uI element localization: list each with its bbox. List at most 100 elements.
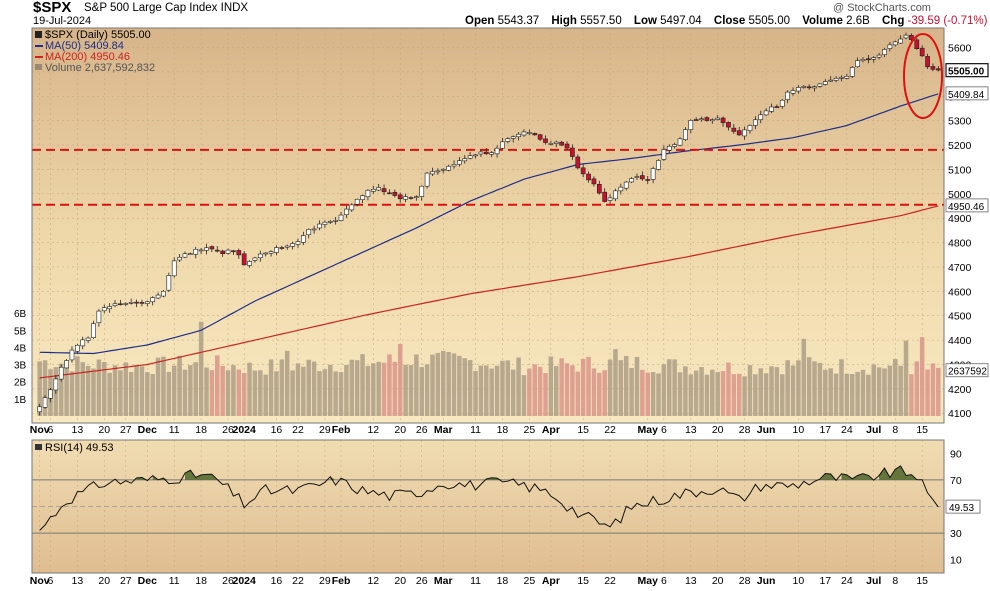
- candle-up: [204, 247, 209, 251]
- volume-bar: [747, 365, 753, 416]
- candle-up: [354, 198, 360, 205]
- candle-down: [693, 119, 699, 121]
- rsi-date-tick-label: Apr: [542, 575, 560, 587]
- volume-bar: [306, 359, 311, 416]
- security-name: S&P 500 Large Cap Index: [84, 2, 218, 14]
- candle-up: [467, 155, 473, 159]
- candle-up: [48, 389, 53, 399]
- candle-down: [532, 133, 538, 136]
- rsi-date-tick-label: 6: [661, 575, 667, 587]
- rsi-date-tick-label: 25: [524, 575, 536, 587]
- candle-down: [602, 191, 608, 202]
- volume-bar: [688, 374, 694, 416]
- volume-bar: [193, 362, 198, 416]
- date-tick-label: 2024: [232, 424, 256, 436]
- candle-up: [188, 253, 193, 255]
- candle-down: [220, 250, 225, 255]
- candle-down: [640, 175, 645, 180]
- volume-bar: [478, 365, 484, 416]
- candle-up: [311, 228, 317, 231]
- volume-bar: [139, 366, 145, 416]
- candle-up: [607, 197, 613, 201]
- volume-bar: [823, 369, 828, 416]
- candle-up: [892, 41, 898, 46]
- volume-bar: [301, 366, 306, 416]
- candle-up: [521, 131, 527, 136]
- price-tick-label: 5200: [948, 140, 972, 152]
- candle-up: [849, 67, 855, 77]
- candle-up: [349, 204, 355, 211]
- price-legend: $SPX (Daily) 5505.00 MA(50) 5409.84 MA(2…: [35, 29, 155, 74]
- price-tick-label: 5600: [948, 43, 972, 55]
- rsi-date-tick-label: 16: [271, 575, 283, 587]
- ma200-line: [39, 205, 939, 379]
- candle-up: [295, 241, 301, 245]
- volume-bar: [699, 367, 704, 416]
- volume-bar: [484, 365, 489, 416]
- rsi-panel-border: [31, 439, 945, 574]
- volume-bar: [166, 371, 172, 416]
- candle-up: [715, 117, 721, 120]
- volume-bar: [182, 369, 188, 416]
- candle-up: [887, 44, 893, 49]
- volume-label: Volume: [802, 15, 843, 27]
- date-tick-label: 26: [222, 424, 234, 436]
- volume-bar: [451, 353, 457, 416]
- open-value: 5543.37: [497, 15, 540, 27]
- candle-down: [704, 117, 710, 121]
- candle-up: [527, 132, 532, 134]
- moving-averages: [39, 93, 939, 379]
- date-tick-label: 6: [661, 424, 667, 436]
- volume-bar: [441, 350, 446, 416]
- volume-bar: [462, 358, 468, 416]
- low-label: Low: [633, 15, 657, 27]
- rsi-date-tick-label: 11: [470, 575, 481, 587]
- rsi-date-tick-label: Mar: [434, 575, 453, 587]
- volume-bar: [419, 367, 424, 416]
- rsi-date-tick-label: Nov: [30, 575, 50, 587]
- candle-up: [252, 257, 258, 261]
- candle-down: [118, 303, 123, 306]
- volume-bar: [613, 349, 618, 416]
- volume-bar: [796, 360, 801, 416]
- candle-down: [236, 250, 242, 256]
- date-tick-label: Feb: [332, 424, 351, 436]
- rsi-legend-swatch: [35, 444, 42, 450]
- candle-up: [489, 152, 495, 155]
- ma50-line: [39, 93, 939, 355]
- candle-up: [844, 76, 850, 79]
- candle-down: [919, 47, 925, 57]
- date-tick-label: 20: [98, 424, 110, 436]
- volume-bar: [580, 358, 586, 416]
- rsi-date-tick-label: 22: [292, 575, 304, 587]
- date-tick-label: 10: [793, 424, 805, 436]
- volume-bar: [328, 364, 333, 416]
- candle-up: [666, 146, 672, 151]
- volume-bar: [683, 366, 688, 416]
- volume-bar: [925, 369, 930, 416]
- rsi-date-tick-label: Jun: [757, 575, 776, 587]
- date-tick-label: Mar: [434, 424, 453, 436]
- candle-up: [430, 171, 435, 175]
- volume-bar: [338, 372, 344, 416]
- price-tick-label: 4100: [948, 408, 972, 420]
- volume-bar: [505, 360, 511, 416]
- volume-bar: [161, 356, 166, 416]
- candle-up: [327, 221, 333, 223]
- candle-up: [629, 178, 634, 183]
- date-tick-label: 13: [72, 424, 84, 436]
- chart-date: 19-Jul-2024: [33, 15, 92, 27]
- volume-bar: [220, 365, 225, 416]
- candle-down: [575, 156, 581, 169]
- volume-bar: [780, 374, 785, 416]
- candle-up: [306, 229, 312, 236]
- candle-up: [882, 49, 887, 55]
- exchange-code: INDX: [220, 2, 249, 14]
- volume-bar: [155, 357, 161, 416]
- candle-up: [344, 208, 349, 215]
- rsi-date-tick-label: May: [638, 575, 659, 587]
- volume-bar: [715, 372, 720, 416]
- volume-bar: [758, 368, 763, 416]
- value-tag-box: [945, 198, 989, 213]
